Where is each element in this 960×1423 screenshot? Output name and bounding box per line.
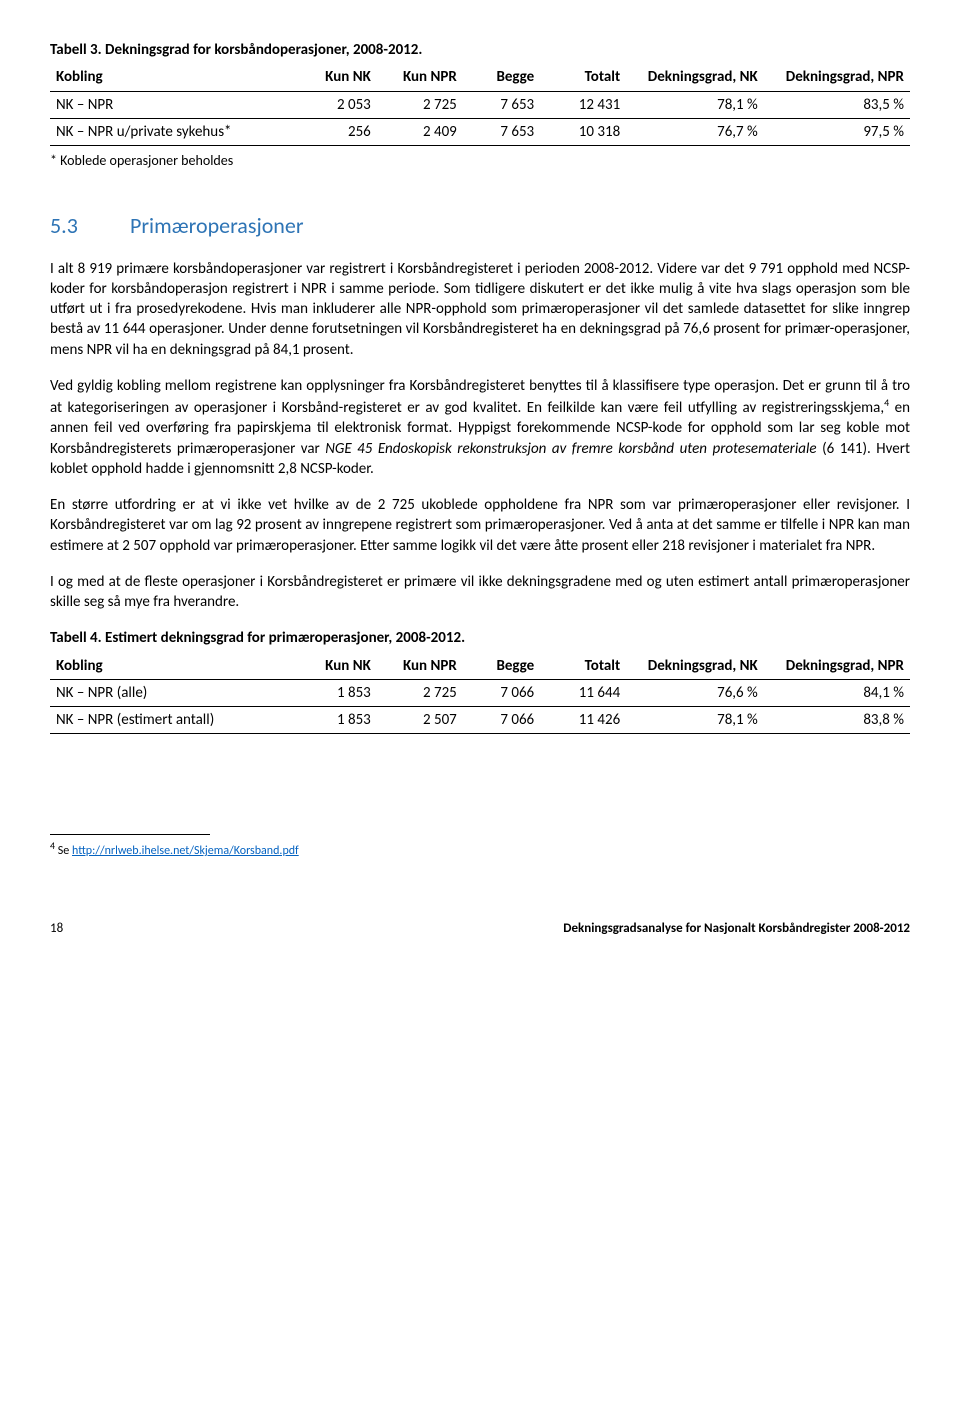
section-heading: 5.3Primæroperasjoner bbox=[50, 211, 910, 241]
page-footer: 18 Dekningsgradsanalyse for Nasjonalt Ko… bbox=[50, 920, 910, 938]
t3-h2: Kun NPR bbox=[377, 64, 463, 91]
paragraph-2: Ved gyldig kobling mellom registrene kan… bbox=[50, 376, 910, 479]
t3-h0: Kobling bbox=[50, 64, 299, 91]
t3-h3: Begge bbox=[463, 64, 540, 91]
table-row: NK – NPR 2 053 2 725 7 653 12 431 78,1 %… bbox=[50, 91, 910, 118]
t3-r0c5: 78,1 % bbox=[626, 91, 764, 118]
table-row: NK – NPR (estimert antall) 1 853 2 507 7… bbox=[50, 707, 910, 734]
paragraph-1: I alt 8 919 primære korsbåndoperasjoner … bbox=[50, 259, 910, 360]
t4-r0c3: 7 066 bbox=[463, 679, 540, 706]
t3-h4: Totalt bbox=[540, 64, 626, 91]
page-number: 18 bbox=[50, 920, 63, 938]
t3-r0c4: 12 431 bbox=[540, 91, 626, 118]
table-row: NK – NPR (alle) 1 853 2 725 7 066 11 644… bbox=[50, 679, 910, 706]
t3-r0c3: 7 653 bbox=[463, 91, 540, 118]
table3-title: Tabell 3. Dekningsgrad for korsbåndopera… bbox=[50, 40, 910, 60]
t3-r1c2: 2 409 bbox=[377, 118, 463, 145]
t4-r1c2: 2 507 bbox=[377, 707, 463, 734]
table-row: NK – NPR u/private sykehus* 256 2 409 7 … bbox=[50, 118, 910, 145]
t4-r0c1: 1 853 bbox=[299, 679, 376, 706]
t3-r1c5: 76,7 % bbox=[626, 118, 764, 145]
t3-r1c1: 256 bbox=[299, 118, 376, 145]
t4-r1c5: 78,1 % bbox=[626, 707, 764, 734]
p2-italic: NGE 45 Endoskopisk rekonstruksjon av fre… bbox=[325, 440, 816, 458]
t3-r0c1: 2 053 bbox=[299, 91, 376, 118]
section-title: Primæroperasjoner bbox=[130, 212, 304, 239]
footer-title: Dekningsgradsanalyse for Nasjonalt Korsb… bbox=[563, 920, 910, 938]
t3-h5: Dekningsgrad, NK bbox=[626, 64, 764, 91]
table3: Kobling Kun NK Kun NPR Begge Totalt Dekn… bbox=[50, 64, 910, 146]
t4-r0c5: 76,6 % bbox=[626, 679, 764, 706]
t4-h5: Dekningsgrad, NK bbox=[626, 653, 764, 680]
p2-part-a: Ved gyldig kobling mellom registrene kan… bbox=[50, 377, 910, 417]
footnote-prefix: Se bbox=[55, 844, 72, 858]
t3-h6: Dekningsgrad, NPR bbox=[764, 64, 910, 91]
table4-title: Tabell 4. Estimert dekningsgrad for prim… bbox=[50, 628, 910, 648]
t4-r1c3: 7 066 bbox=[463, 707, 540, 734]
section-number: 5.3 bbox=[50, 211, 130, 241]
t4-r1c4: 11 426 bbox=[540, 707, 626, 734]
footnote-link[interactable]: http://nrlweb.ihelse.net/Skjema/Korsband… bbox=[72, 844, 299, 858]
t3-r1c3: 7 653 bbox=[463, 118, 540, 145]
t4-h0: Kobling bbox=[50, 653, 299, 680]
t3-r1c0: NK – NPR u/private sykehus* bbox=[50, 118, 299, 145]
t4-r0c6: 84,1 % bbox=[764, 679, 910, 706]
t3-r0c0: NK – NPR bbox=[50, 91, 299, 118]
paragraph-3: En større utfordring er at vi ikke vet h… bbox=[50, 495, 910, 556]
t3-r0c6: 83,5 % bbox=[764, 91, 910, 118]
t3-h1: Kun NK bbox=[299, 64, 376, 91]
t4-h1: Kun NK bbox=[299, 653, 376, 680]
table3-note: * Koblede operasjoner beholdes bbox=[50, 152, 910, 171]
t3-r0c2: 2 725 bbox=[377, 91, 463, 118]
footnote-divider bbox=[50, 834, 210, 835]
t4-r0c2: 2 725 bbox=[377, 679, 463, 706]
table4: Kobling Kun NK Kun NPR Begge Totalt Dekn… bbox=[50, 653, 910, 735]
footnote-4: 4 Se http://nrlweb.ihelse.net/Skjema/Kor… bbox=[50, 839, 910, 859]
t4-h3: Begge bbox=[463, 653, 540, 680]
t4-h2: Kun NPR bbox=[377, 653, 463, 680]
t4-r0c0: NK – NPR (alle) bbox=[50, 679, 299, 706]
t4-h6: Dekningsgrad, NPR bbox=[764, 653, 910, 680]
t4-r1c6: 83,8 % bbox=[764, 707, 910, 734]
paragraph-4: I og med at de fleste operasjoner i Kors… bbox=[50, 572, 910, 613]
t4-r1c0: NK – NPR (estimert antall) bbox=[50, 707, 299, 734]
t4-r1c1: 1 853 bbox=[299, 707, 376, 734]
t3-r1c4: 10 318 bbox=[540, 118, 626, 145]
t4-h4: Totalt bbox=[540, 653, 626, 680]
t3-r1c6: 97,5 % bbox=[764, 118, 910, 145]
t4-r0c4: 11 644 bbox=[540, 679, 626, 706]
